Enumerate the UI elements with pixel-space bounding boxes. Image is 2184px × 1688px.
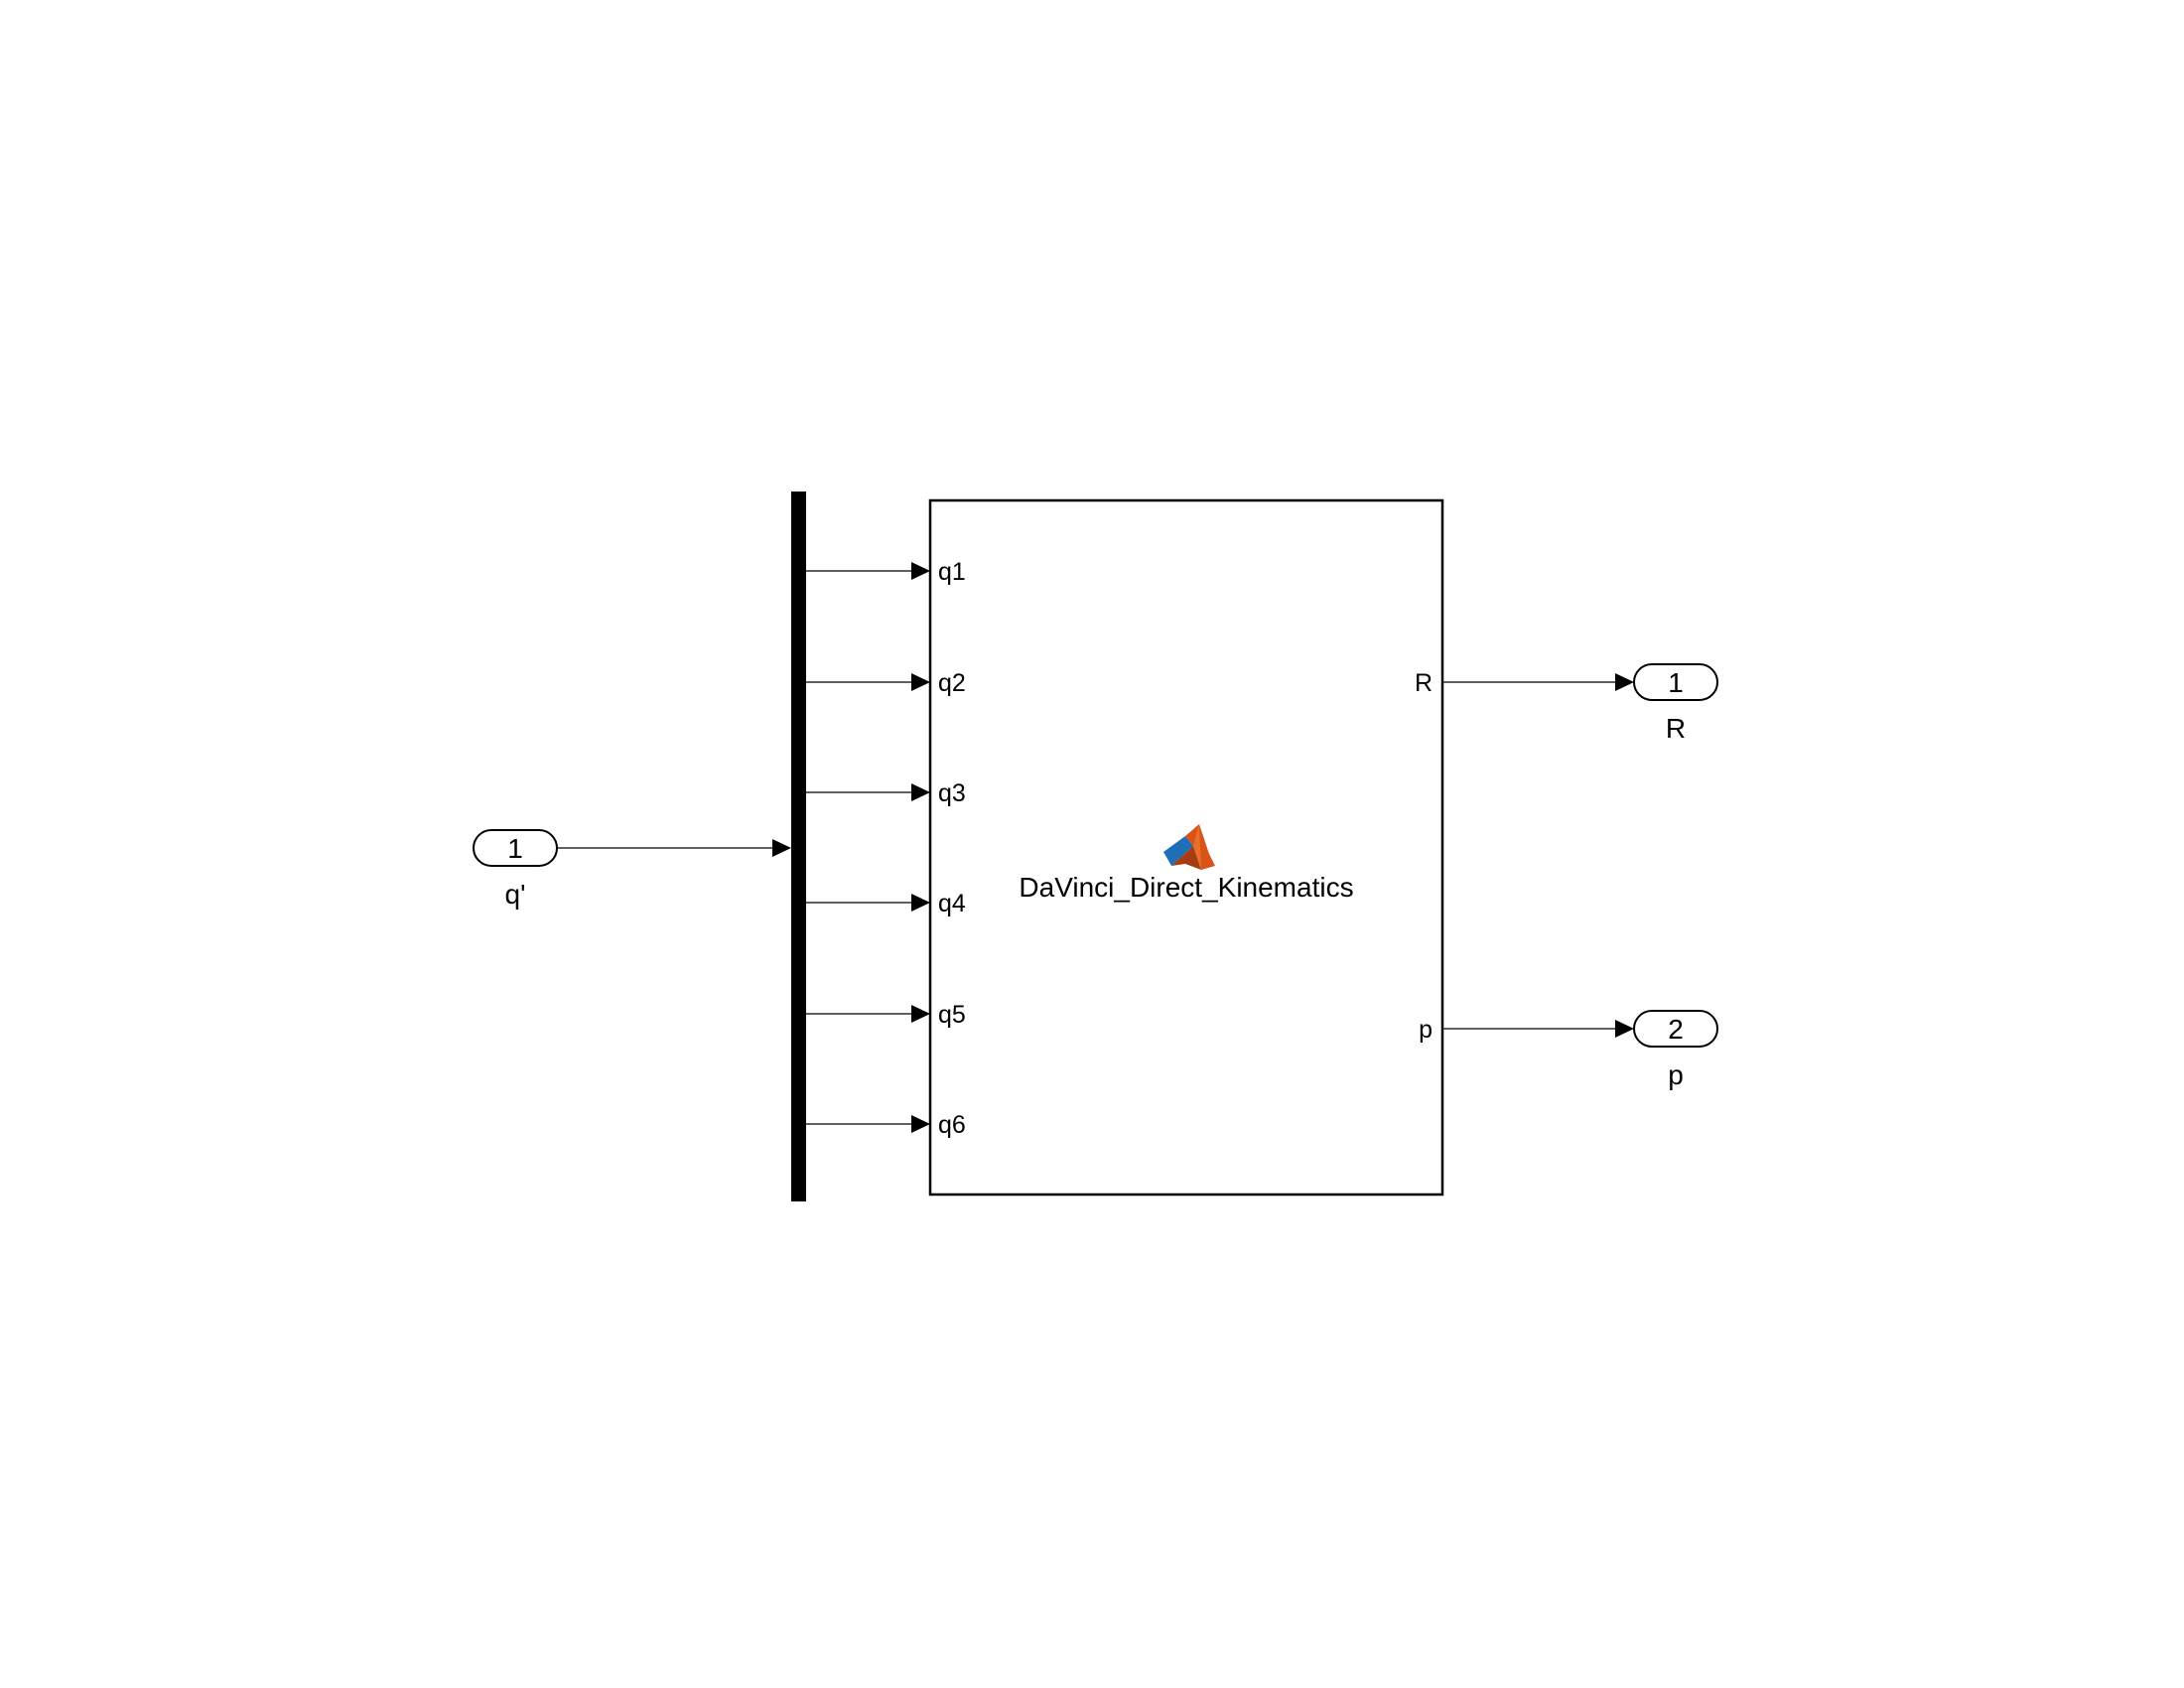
signal-line-q6[interactable]	[806, 1115, 930, 1133]
outport-1-number: 1	[1668, 667, 1684, 698]
input-port-label-q6: q6	[938, 1111, 966, 1139]
matlab-function-block[interactable]: q1 q2 q3 q4 q5 q6 R p DaVinci_Direct_Kin…	[928, 498, 1444, 1196]
signal-line-R[interactable]	[1442, 673, 1634, 691]
signal-line-q1[interactable]	[806, 562, 930, 580]
input-port-label-q3: q3	[938, 779, 966, 807]
input-port-label-q5: q5	[938, 1001, 966, 1029]
outport-2-number: 2	[1668, 1014, 1684, 1045]
signal-line-p[interactable]	[1442, 1020, 1634, 1038]
function-block-name: DaVinci_Direct_Kinematics	[1019, 872, 1353, 903]
outport-block-2[interactable]: 2 p	[1633, 1010, 1718, 1090]
inport-1-number: 1	[507, 833, 523, 864]
outport-1-name: R	[1666, 713, 1686, 744]
output-port-label-p: p	[1419, 1016, 1433, 1044]
inport-1-name: q'	[505, 879, 526, 910]
signal-line-q4[interactable]	[806, 894, 930, 912]
signal-line-inport-to-demux[interactable]	[557, 839, 791, 857]
inport-block-1[interactable]: 1 q'	[473, 829, 558, 910]
input-port-label-q4: q4	[938, 890, 966, 917]
signal-line-q5[interactable]	[806, 1005, 930, 1023]
output-port-label-R: R	[1415, 669, 1433, 697]
outport-block-1[interactable]: 1 R	[1633, 663, 1718, 744]
signal-line-q3[interactable]	[806, 783, 930, 801]
demux-block[interactable]	[791, 492, 806, 1201]
outport-2-name: p	[1668, 1059, 1684, 1090]
input-port-label-q1: q1	[938, 558, 966, 586]
signal-line-q2[interactable]	[806, 673, 930, 691]
input-port-label-q2: q2	[938, 669, 966, 697]
matlab-logo-icon	[1163, 824, 1215, 870]
